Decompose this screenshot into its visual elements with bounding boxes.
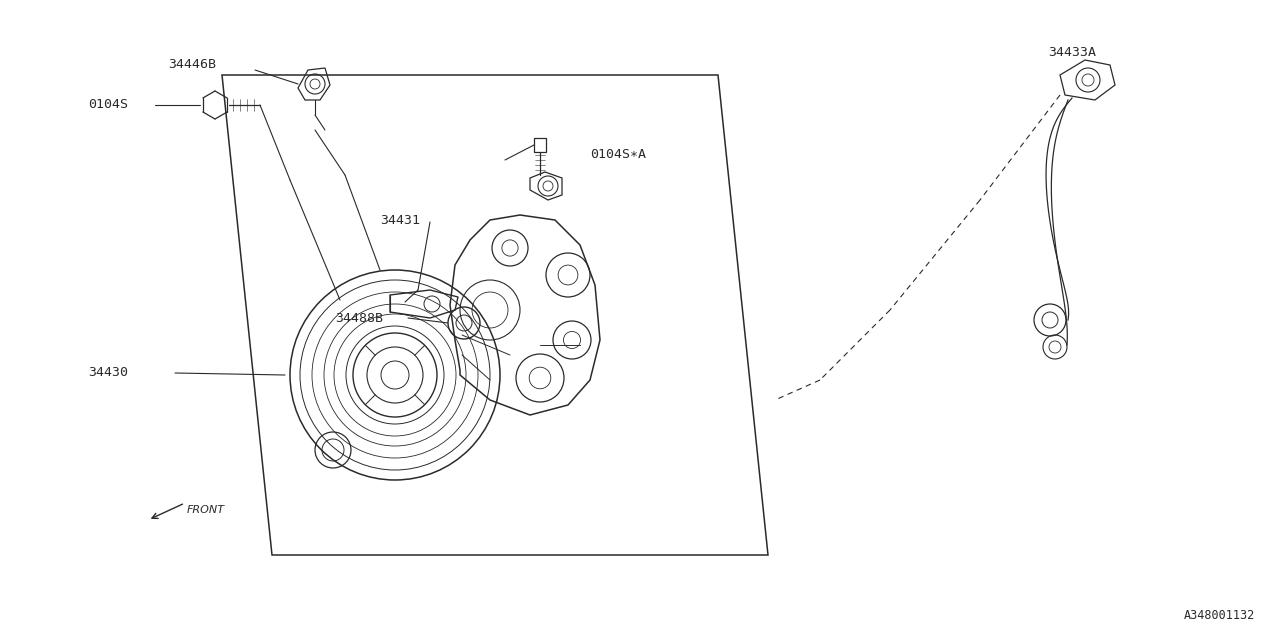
Text: 34431: 34431	[380, 214, 420, 227]
Text: FRONT: FRONT	[187, 505, 225, 515]
Text: 34446B: 34446B	[168, 58, 216, 72]
Text: 34433A: 34433A	[1048, 45, 1096, 58]
Text: 0104S: 0104S	[88, 99, 128, 111]
Text: A348001132: A348001132	[1184, 609, 1254, 622]
Text: 34488B: 34488B	[335, 312, 383, 324]
Text: 0104S∗A: 0104S∗A	[590, 148, 646, 161]
Text: 34430: 34430	[88, 367, 128, 380]
